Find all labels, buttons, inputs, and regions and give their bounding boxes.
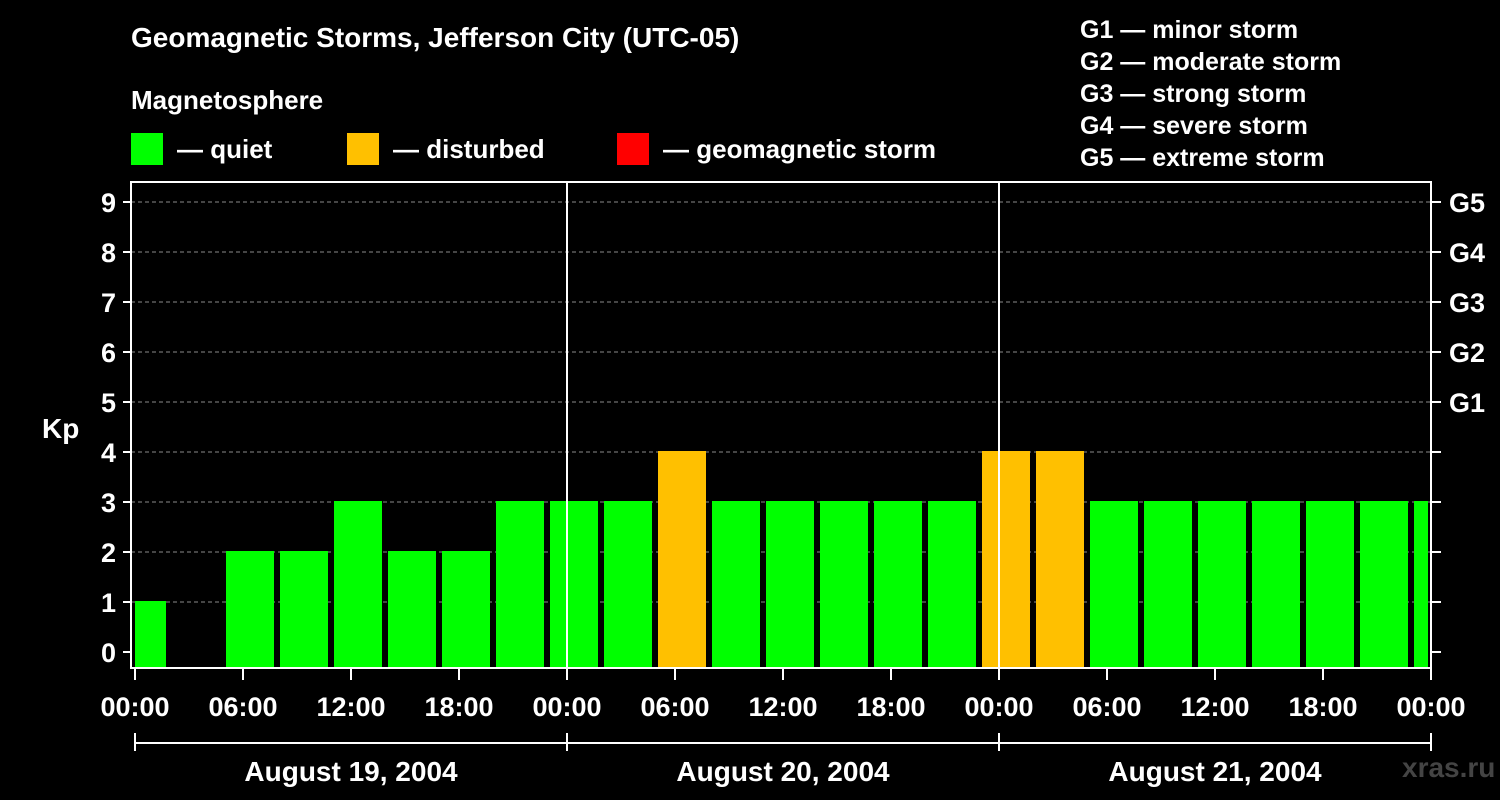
storm-level-label: G1 (1449, 388, 1485, 418)
legend-label-quiet: — quiet (177, 133, 273, 164)
kp-bar (135, 601, 166, 668)
x-tick-label: 00:00 (100, 692, 169, 722)
y-tick-label: 0 (101, 638, 116, 668)
y-axis-label: Kp (42, 413, 79, 444)
kp-bar (766, 501, 814, 668)
date-label: August 21, 2004 (1108, 756, 1322, 787)
legend-heading: Magnetosphere (131, 85, 324, 115)
kp-bar (226, 551, 274, 668)
storm-scale-legend: G1 — minor storm G2 — moderate storm G3 … (1080, 14, 1341, 174)
y-tick-label: 2 (101, 538, 116, 568)
quiet-swatch (131, 133, 163, 165)
storm-level-label: G2 (1449, 338, 1485, 368)
kp-bar (1252, 501, 1300, 668)
kp-bar (1198, 501, 1246, 668)
legend-item-quiet: — quiet (131, 133, 272, 165)
x-tick-label: 06:00 (640, 692, 709, 722)
storm-level-label: G4 (1449, 238, 1485, 268)
x-tick-label: 12:00 (748, 692, 817, 722)
x-tick-label: 00:00 (532, 692, 601, 722)
y-tick-label: 4 (101, 438, 116, 468)
kp-bar (658, 451, 706, 668)
kp-bar (874, 501, 922, 668)
date-label: August 20, 2004 (676, 756, 890, 787)
storm-scale-g2: G2 — moderate storm (1080, 48, 1342, 76)
kp-bar (928, 501, 976, 668)
legend-item-disturbed: — disturbed (347, 133, 545, 165)
y-tick-label: 7 (101, 288, 116, 318)
storm-level-label: G5 (1449, 188, 1485, 218)
kp-bar (442, 551, 490, 668)
x-tick-label: 12:00 (316, 692, 385, 722)
kp-bar (334, 501, 382, 668)
x-tick-label: 06:00 (208, 692, 277, 722)
kp-bar (1090, 501, 1138, 668)
y-tick-label: 6 (101, 338, 116, 368)
x-tick-label: 18:00 (424, 692, 493, 722)
kp-bar (1360, 501, 1408, 668)
y-tick-label: 3 (101, 488, 116, 518)
y-tick-label: 8 (101, 238, 116, 268)
x-tick-label: 18:00 (856, 692, 925, 722)
kp-bar (388, 551, 436, 668)
kp-bar (550, 501, 598, 668)
x-tick-label: 18:00 (1288, 692, 1357, 722)
storm-scale-g1: G1 — minor storm (1080, 16, 1299, 44)
storm-scale-g5: G5 — extreme storm (1080, 144, 1325, 172)
disturbed-swatch (347, 133, 379, 165)
kp-bar (982, 451, 1030, 668)
x-tick-label: 00:00 (964, 692, 1033, 722)
kp-bar (280, 551, 328, 668)
legend-label-disturbed: — disturbed (393, 133, 545, 164)
kp-bar (496, 501, 544, 668)
storm-scale-g3: G3 — strong storm (1080, 80, 1307, 108)
kp-bar (1144, 501, 1192, 668)
storm-scale-g4: G4 — severe storm (1080, 112, 1308, 140)
storm-level-label: G3 (1449, 288, 1485, 318)
x-tick-label: 06:00 (1072, 692, 1141, 722)
watermark: xras.ru (1402, 752, 1496, 783)
kp-bar (1414, 501, 1428, 668)
storm-swatch (617, 133, 649, 165)
date-label: August 19, 2004 (244, 756, 458, 787)
kp-bar (1036, 451, 1084, 668)
x-tick-label: 00:00 (1396, 692, 1465, 722)
legend-item-storm: — geomagnetic storm (617, 133, 936, 165)
y-tick-label: 1 (101, 588, 116, 618)
y-tick-label: 5 (101, 388, 116, 418)
plot-frame (130, 181, 1432, 669)
legend-label-storm: — geomagnetic storm (663, 133, 937, 164)
x-tick-label: 12:00 (1180, 692, 1249, 722)
kp-bar (604, 501, 652, 668)
kp-bar (820, 501, 868, 668)
y-tick-label: 9 (101, 188, 116, 218)
kp-bar (1306, 501, 1354, 668)
kp-bar (712, 501, 760, 668)
chart-title: Geomagnetic Storms, Jefferson City (UTC-… (131, 22, 740, 53)
